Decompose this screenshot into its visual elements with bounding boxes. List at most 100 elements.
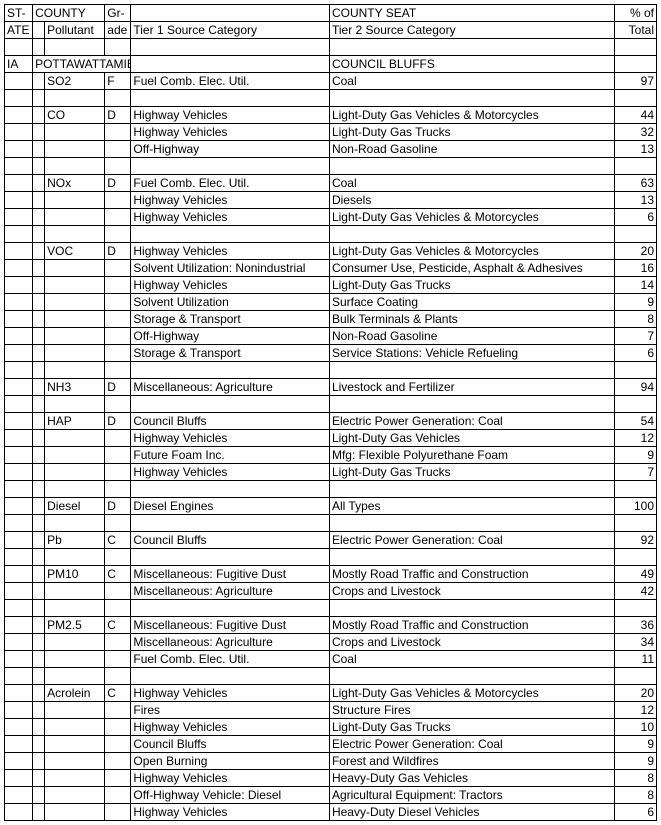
pct-cell: 36 [614, 617, 656, 634]
pct-cell: 7 [614, 328, 656, 345]
table-row: Highway VehiclesLight-Duty Gas Trucks32 [5, 124, 657, 141]
table-row: PM10CMiscellaneous: Fugitive DustMostly … [5, 566, 657, 583]
table-row: SO2FFuel Comb. Elec. Util.Coal97 [5, 73, 657, 90]
tier2-cell: Heavy-Duty Gas Vehicles [329, 770, 614, 787]
table-row [5, 226, 657, 243]
hdr-state2: ATE [5, 22, 33, 39]
table-row [5, 600, 657, 617]
tier1-cell: Highway Vehicles [131, 464, 330, 481]
tier1-cell: Highway Vehicles [131, 243, 330, 260]
pollutant-cell: Acrolein [45, 685, 105, 702]
pct-cell: 14 [614, 277, 656, 294]
table-row: PbCCouncil BluffsElectric Power Generati… [5, 532, 657, 549]
pollutant-cell: Pb [45, 532, 105, 549]
tier1-cell: Highway Vehicles [131, 124, 330, 141]
hdr-state: ST- [5, 5, 33, 22]
pct-cell: 13 [614, 192, 656, 209]
table-row [5, 90, 657, 107]
tier1-cell: Open Burning [131, 753, 330, 770]
pct-cell: 9 [614, 736, 656, 753]
tier2-cell: Crops and Livestock [329, 634, 614, 651]
tier2-cell: Light-Duty Gas Trucks [329, 277, 614, 294]
table-row [5, 362, 657, 379]
hdr-grade2: ade [105, 22, 131, 39]
grade-cell: C [105, 617, 131, 634]
pct-cell: 6 [614, 209, 656, 226]
tier2-cell: Mostly Road Traffic and Construction [329, 566, 614, 583]
tier2-cell: Agricultural Equipment: Tractors [329, 787, 614, 804]
table-row: CODHighway VehiclesLight-Duty Gas Vehicl… [5, 107, 657, 124]
tier1-cell: Highway Vehicles [131, 430, 330, 447]
table-row [5, 158, 657, 175]
table-row: Open BurningForest and Wildfires9 [5, 753, 657, 770]
county-cell: POTTAWATTAMIE [33, 56, 131, 73]
table-row: FiresStructure Fires12 [5, 702, 657, 719]
hdr-tier1-top [131, 5, 330, 22]
tier1-cell: Fires [131, 702, 330, 719]
tier1-cell: Fuel Comb. Elec. Util. [131, 73, 330, 90]
table-row: Highway VehiclesLight-Duty Gas Vehicles … [5, 209, 657, 226]
grade-cell: D [105, 243, 131, 260]
table-row: Future Foam Inc.Mfg: Flexible Polyuretha… [5, 447, 657, 464]
table-row [5, 668, 657, 685]
tier1-cell: Miscellaneous: Fugitive Dust [131, 566, 330, 583]
pct-cell: 12 [614, 702, 656, 719]
tier2-cell: Structure Fires [329, 702, 614, 719]
tier1-cell: Solvent Utilization: Nonindustrial [131, 260, 330, 277]
pollutant-cell: VOC [45, 243, 105, 260]
grade-cell: C [105, 532, 131, 549]
table-row [5, 515, 657, 532]
tier2-cell: Crops and Livestock [329, 583, 614, 600]
pct-cell: 9 [614, 294, 656, 311]
tier1-cell: Off-Highway [131, 328, 330, 345]
grade-cell: D [105, 379, 131, 396]
county-seat-cell: COUNCIL BLUFFS [329, 56, 614, 73]
tier2-cell: Light-Duty Gas Trucks [329, 124, 614, 141]
tier2-cell: Coal [329, 651, 614, 668]
tier1-cell: Storage & Transport [131, 311, 330, 328]
table-row: Highway VehiclesLight-Duty Gas Trucks10 [5, 719, 657, 736]
table-row: VOCDHighway VehiclesLight-Duty Gas Vehic… [5, 243, 657, 260]
table-row: PM2.5CMiscellaneous: Fugitive DustMostly… [5, 617, 657, 634]
tier2-cell: Mfg: Flexible Polyurethane Foam [329, 447, 614, 464]
tier2-cell: Electric Power Generation: Coal [329, 413, 614, 430]
tier2-cell: Bulk Terminals & Plants [329, 311, 614, 328]
tier1-cell: Highway Vehicles [131, 277, 330, 294]
tier2-cell: Consumer Use, Pesticide, Asphalt & Adhes… [329, 260, 614, 277]
pct-cell: 9 [614, 753, 656, 770]
pollutant-cell: PM2.5 [45, 617, 105, 634]
tier1-cell: Diesel Engines [131, 498, 330, 515]
tier2-cell: Light-Duty Gas Trucks [329, 464, 614, 481]
pct-cell: 42 [614, 583, 656, 600]
pct-cell: 32 [614, 124, 656, 141]
pollutant-cell: Diesel [45, 498, 105, 515]
grade-cell: D [105, 107, 131, 124]
tier1-cell: Highway Vehicles [131, 107, 330, 124]
pct-cell: 34 [614, 634, 656, 651]
pollutant-cell: HAP [45, 413, 105, 430]
grade-cell: D [105, 175, 131, 192]
table-row [5, 549, 657, 566]
tier1-cell: Highway Vehicles [131, 192, 330, 209]
grade-cell: F [105, 73, 131, 90]
tier2-cell: Coal [329, 175, 614, 192]
table-row: Solvent Utilization: NonindustrialConsum… [5, 260, 657, 277]
pct-cell: 8 [614, 787, 656, 804]
grade-cell: C [105, 566, 131, 583]
grade-cell: C [105, 685, 131, 702]
pct-cell: 10 [614, 719, 656, 736]
pct-cell: 7 [614, 464, 656, 481]
tier1-cell: Solvent Utilization [131, 294, 330, 311]
tier1-cell: Miscellaneous: Agriculture [131, 379, 330, 396]
tier1-cell: Storage & Transport [131, 345, 330, 362]
tier1-cell: Highway Vehicles [131, 209, 330, 226]
table-row: HAPDCouncil BluffsElectric Power Generat… [5, 413, 657, 430]
pct-cell: 97 [614, 73, 656, 90]
hdr-county: COUNTY [33, 5, 105, 22]
pct-cell: 20 [614, 685, 656, 702]
grade-cell: D [105, 413, 131, 430]
pct-cell: 20 [614, 243, 656, 260]
tier2-cell: Light-Duty Gas Vehicles & Motorcycles [329, 243, 614, 260]
table-row: AcroleinCHighway VehiclesLight-Duty Gas … [5, 685, 657, 702]
tier1-cell: Miscellaneous: Agriculture [131, 634, 330, 651]
